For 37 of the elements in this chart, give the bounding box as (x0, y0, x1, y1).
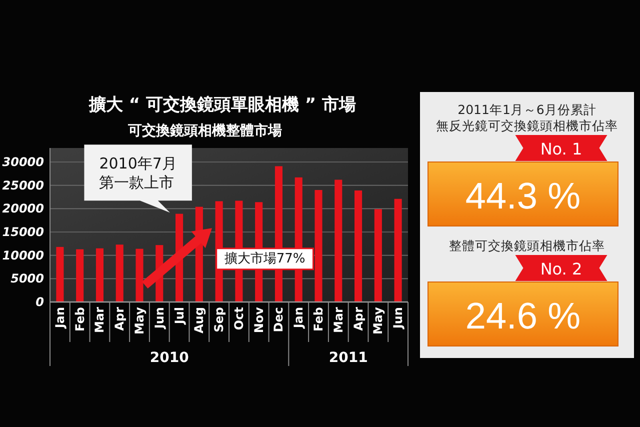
x-tick-label: Oct (232, 307, 246, 330)
x-tick-label: Nov (252, 307, 266, 334)
x-tick-label: Jan (292, 307, 306, 328)
y-tick-label: 0 (36, 295, 44, 309)
x-tick-label: Jun (391, 307, 406, 329)
card-heading: 整體可交換鏡頭相機市佔率 (449, 238, 605, 253)
x-group-label: 2011 (328, 350, 368, 366)
y-tick-label: 25000 (2, 178, 44, 192)
x-tick-label: Aug (192, 307, 206, 334)
x-tick-label: Mar (331, 307, 346, 333)
rank-label: No. 1 (540, 140, 582, 158)
x-tick-label: May (132, 307, 146, 334)
y-tick-label: 5000 (10, 272, 44, 286)
callout-label: 2010年7月第一款上市 (99, 154, 177, 192)
y-tick-label: 20000 (2, 202, 44, 216)
rank-label: No. 2 (540, 260, 582, 278)
x-tick-label: Feb (72, 307, 87, 332)
x-tick-label: Jul (172, 307, 186, 324)
card-value: 24.6 % (465, 296, 581, 336)
title: 擴大 “ 可交換鏡頭單眼相機 ” 市場 (88, 95, 356, 115)
card-heading: 2011年1月～6月份累計無反光鏡可交換鏡頭相機市佔率 (436, 102, 618, 133)
subtitle: 可交換鏡頭相機整體市場 (128, 123, 282, 139)
x-tick-label: May (371, 307, 386, 334)
y-tick-label: 30000 (2, 155, 44, 169)
x-tick-label: Jan (52, 307, 67, 328)
x-group-label: 2010 (150, 350, 189, 366)
card-value: 44.3 % (465, 176, 581, 216)
x-tick-label: Feb (312, 307, 326, 332)
x-tick-label: Sep (212, 307, 226, 332)
y-tick-label: 10000 (2, 248, 44, 262)
arrow-label: 擴大市場77% (224, 251, 306, 266)
x-tick-label: Apr (351, 307, 366, 331)
x-tick-label: Jun (152, 307, 166, 329)
x-tick-label: Dec (272, 307, 286, 332)
x-tick-label: Mar (92, 307, 107, 333)
y-tick-label: 15000 (2, 225, 44, 239)
x-tick-label: Apr (112, 307, 127, 331)
